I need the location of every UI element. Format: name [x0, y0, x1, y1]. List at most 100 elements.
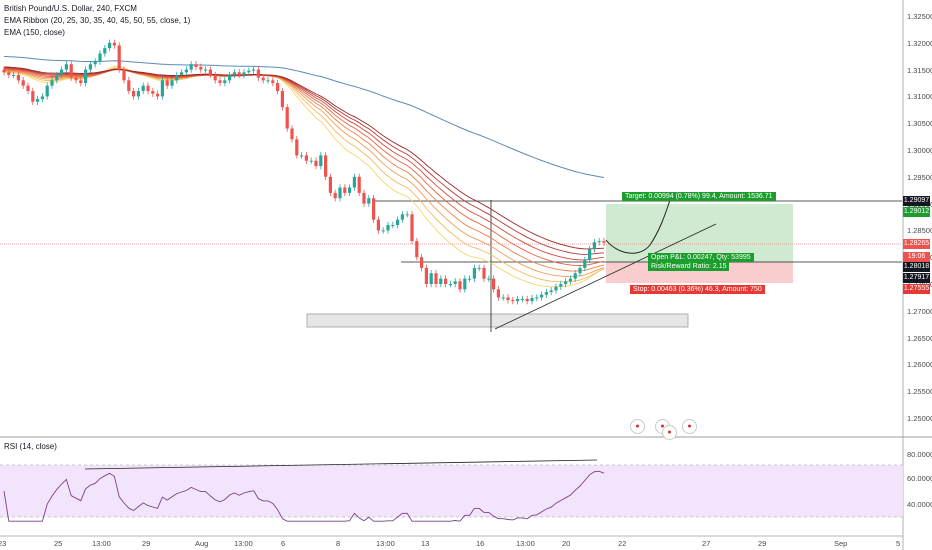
us-flag-event-icon-3[interactable]: ● [662, 425, 677, 440]
candle [290, 128, 294, 140]
candle [540, 294, 544, 298]
candle [477, 267, 481, 269]
candle [271, 80, 275, 83]
rsi-divergence-line[interactable] [84, 459, 598, 470]
candle [544, 292, 548, 295]
time-axis-label: 13:00 [516, 539, 535, 548]
rsi-band [0, 465, 903, 517]
candle [136, 91, 140, 97]
candle [132, 91, 136, 97]
candle [319, 155, 323, 167]
candle [194, 64, 198, 67]
candle [367, 198, 371, 204]
candle [55, 74, 59, 81]
target-level-tag: 1.29012 [903, 207, 930, 217]
candle [261, 77, 265, 81]
price-axis-label: 1.32000 [907, 38, 932, 48]
candle [98, 53, 102, 62]
rsi-axis-label: 80.0000 [907, 450, 932, 459]
candle [36, 99, 40, 102]
time-axis-label: 16 [476, 539, 485, 548]
candle [405, 214, 409, 216]
ema-ribbon-line [3, 67, 605, 283]
candle [357, 176, 361, 193]
target-label[interactable]: Target: 0.00994 (0.78%) 99.4, Amount: 15… [622, 192, 776, 201]
candle [578, 267, 582, 274]
candle [175, 74, 179, 81]
candle [266, 80, 270, 82]
candle [31, 91, 35, 102]
us-flag-event-icon[interactable]: ● [630, 419, 645, 434]
price-axis-label: 1.25500 [907, 387, 932, 397]
candle [218, 80, 222, 83]
candle [170, 80, 174, 86]
candle [420, 257, 424, 268]
projected-path[interactable] [605, 199, 671, 254]
candle [21, 80, 25, 86]
candle [381, 230, 385, 232]
open-pnl-label[interactable]: Open P&L: 0.00247, Qty: 53995 [648, 253, 754, 262]
price-axis-label: 1.27000 [907, 306, 932, 316]
candle [180, 72, 184, 75]
candle [376, 219, 380, 231]
candle [472, 267, 476, 279]
candle [112, 42, 116, 46]
candle [64, 64, 68, 70]
legend-rsi[interactable]: RSI (14, close) [4, 442, 57, 451]
us-flag-event-icon-4[interactable]: ● [682, 419, 697, 434]
candle [554, 286, 558, 291]
candle [69, 64, 73, 78]
candle [333, 192, 337, 199]
candle [276, 83, 280, 92]
candle [280, 91, 284, 108]
time-axis-label: 29 [142, 539, 151, 548]
candle [300, 155, 304, 157]
legend-ema-150[interactable]: EMA (150, close) [4, 28, 65, 37]
time-axis-label: 5 [896, 539, 901, 548]
candle [482, 267, 486, 279]
candle [501, 297, 505, 299]
candle [448, 284, 452, 285]
ema-ribbon [3, 65, 605, 288]
candle [415, 241, 419, 258]
candle [141, 85, 145, 92]
target-zone[interactable] [606, 204, 793, 262]
candle [338, 187, 342, 199]
legend-symbol[interactable]: British Pound/U.S. Dollar, 240, FXCM [4, 4, 137, 13]
candle [324, 155, 328, 177]
candle [372, 198, 376, 220]
candle [232, 72, 236, 75]
candle [184, 69, 188, 73]
candle [424, 267, 428, 284]
candle [506, 297, 510, 301]
candle [588, 249, 592, 260]
time-axis-label: Sep [834, 539, 848, 548]
candle [237, 72, 241, 75]
price-axis-label: 1.31500 [907, 65, 932, 75]
candle [26, 85, 30, 92]
legend-ema-ribbon[interactable]: EMA Ribbon (20, 25, 30, 35, 40, 45, 50, … [4, 16, 191, 25]
price-axis-label: 1.26500 [907, 333, 932, 343]
candle [223, 80, 227, 83]
support-zone[interactable] [306, 313, 689, 328]
risk-reward-label[interactable]: Risk/Reward Ratio: 2.15 [648, 262, 730, 271]
candle [362, 192, 366, 204]
candle [391, 225, 395, 227]
candle [127, 80, 131, 92]
candle [16, 74, 20, 81]
price-axis-label: 1.30000 [907, 146, 932, 155]
candle [189, 64, 193, 70]
candle [429, 273, 433, 284]
candle [559, 284, 563, 287]
price-axis-label: 1.25000 [907, 414, 932, 423]
time-axis-label: 13:00 [234, 539, 253, 548]
time-axis-label: 29 [758, 539, 767, 548]
time-axis-label: 8 [336, 539, 341, 548]
trend-line[interactable] [494, 223, 717, 330]
stop-label[interactable]: Stop: 0.00463 (0.36%) 46.3, Amount: 750 [630, 285, 765, 294]
candle [50, 80, 54, 86]
time-axis-label: 13 [421, 539, 430, 548]
time-axis-label: Aug [195, 539, 209, 548]
ema-150-line [3, 55, 605, 178]
